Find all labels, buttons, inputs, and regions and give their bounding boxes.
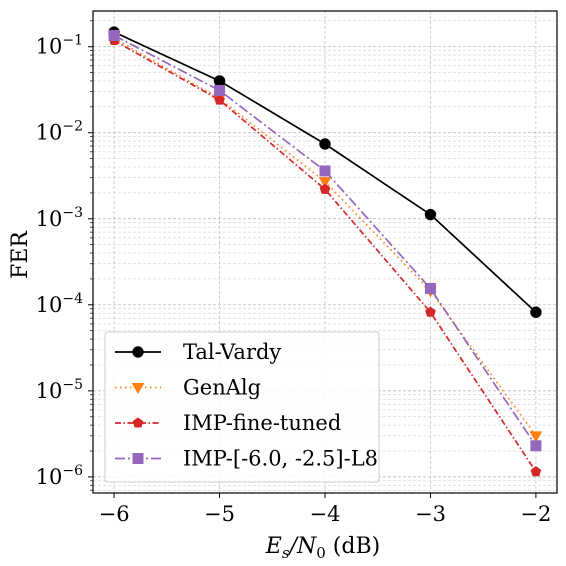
legend: Tal-Vardy GenAlg IMP-fine-tuned IMP-[-6.0, …: [104, 331, 380, 483]
series-layer: [107, 26, 543, 477]
legend-label: IMP-fine-tuned: [183, 411, 341, 435]
data-point: [530, 306, 542, 318]
data-point: [318, 177, 332, 189]
data-point: [214, 94, 225, 105]
series-line: [113, 34, 537, 447]
y-tick-label: 10−1: [36, 33, 83, 59]
y-tick-label: 10−6: [36, 463, 83, 489]
data-point: [529, 431, 543, 443]
data-point: [319, 165, 331, 177]
legend-label: IMP-[-6.0, -2.5]-L8: [183, 447, 378, 471]
data-point: [213, 75, 226, 87]
data-point: [108, 29, 120, 41]
x-tick-label: −6: [99, 502, 130, 526]
x-tick-label: −2: [520, 502, 551, 526]
legend-marker: [132, 346, 144, 358]
data-point: [530, 440, 542, 452]
x-axis-label: Es/N0 (dB): [265, 534, 380, 562]
legend-box: [104, 331, 380, 483]
data-point: [319, 183, 331, 194]
y-tick-label: 10−5: [36, 377, 83, 403]
y-tick-label: 10−2: [36, 119, 83, 145]
legend-marker: [131, 383, 145, 394]
data-point: [425, 306, 436, 317]
legend-marker: [132, 453, 144, 464]
series-square: [108, 29, 542, 452]
axes: −6 −5 −4 −3 −2 10−6 10−5 10−4 10−3 10−2 10−1: [36, 20, 551, 526]
y-tick-label: 10−3: [36, 205, 83, 231]
legend-label: GenAlg: [183, 376, 261, 400]
legend-marker: [132, 417, 144, 428]
data-point: [319, 138, 331, 150]
data-point: [424, 282, 436, 294]
data-point: [424, 208, 437, 221]
data-point: [214, 84, 226, 96]
x-tick-label: −3: [415, 502, 446, 526]
y-axis-label: FER: [8, 230, 33, 279]
y-tick-label: 10−4: [36, 291, 83, 317]
x-tick-label: −4: [310, 502, 341, 526]
x-tick-label: −5: [204, 502, 235, 526]
data-point: [530, 466, 542, 477]
legend-label: Tal-Vardy: [183, 340, 281, 364]
